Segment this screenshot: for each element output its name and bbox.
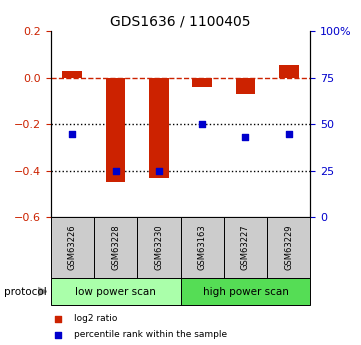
Text: GSM63228: GSM63228 xyxy=(111,225,120,270)
Point xyxy=(199,121,205,127)
Bar xyxy=(137,217,180,278)
Text: low power scan: low power scan xyxy=(75,287,156,296)
Bar xyxy=(180,217,224,278)
Point xyxy=(248,87,254,92)
Text: protocol: protocol xyxy=(4,287,46,296)
Text: GSM63163: GSM63163 xyxy=(198,225,206,270)
Point xyxy=(156,168,162,174)
Point xyxy=(69,131,75,136)
Text: GSM63226: GSM63226 xyxy=(68,225,77,270)
Bar xyxy=(51,278,180,305)
Polygon shape xyxy=(38,287,47,296)
Bar xyxy=(236,78,255,94)
Bar xyxy=(224,217,267,278)
Bar xyxy=(180,278,310,305)
Text: high power scan: high power scan xyxy=(203,287,288,296)
Text: GSM63227: GSM63227 xyxy=(241,225,250,270)
Bar xyxy=(267,217,310,278)
Text: GSM63229: GSM63229 xyxy=(284,225,293,270)
Bar xyxy=(62,71,82,78)
Bar xyxy=(94,217,137,278)
Text: log2 ratio: log2 ratio xyxy=(74,314,117,323)
Text: percentile rank within the sample: percentile rank within the sample xyxy=(74,331,227,339)
Point xyxy=(113,168,118,174)
Bar xyxy=(279,65,299,78)
Point xyxy=(248,232,254,237)
Bar xyxy=(106,78,125,183)
Text: GSM63230: GSM63230 xyxy=(155,225,163,270)
Bar xyxy=(51,217,94,278)
Bar xyxy=(149,78,169,178)
Bar xyxy=(192,78,212,87)
Point xyxy=(243,135,248,140)
Point xyxy=(286,131,292,136)
Title: GDS1636 / 1100405: GDS1636 / 1100405 xyxy=(110,14,251,29)
